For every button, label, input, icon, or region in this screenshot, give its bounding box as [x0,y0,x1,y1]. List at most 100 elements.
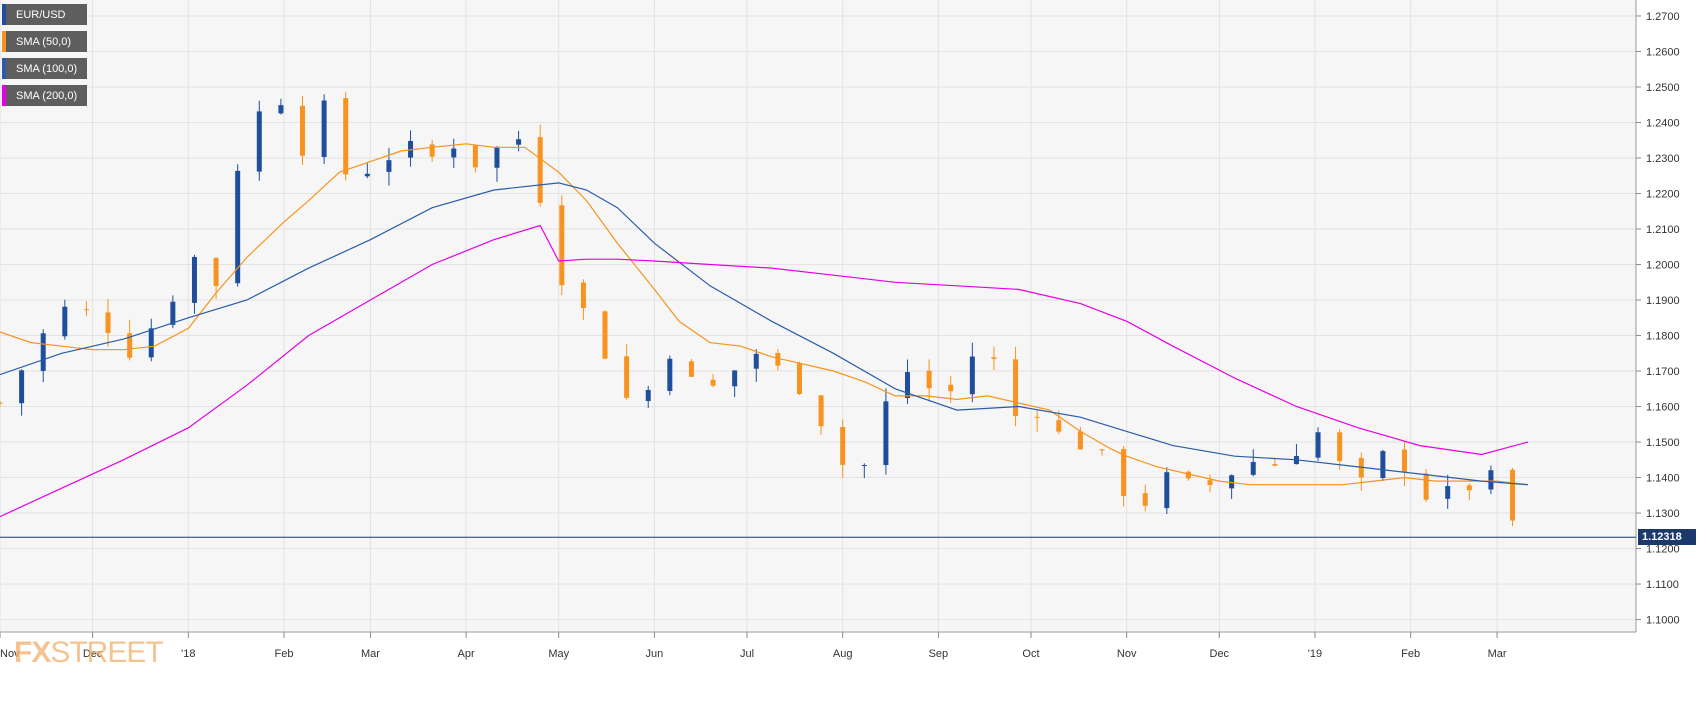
candle-body [688,361,694,377]
candle-body [386,160,392,172]
candle-body [1229,475,1235,489]
y-tick-label: 1.1900 [1646,295,1680,307]
candle-body [1488,470,1494,490]
x-tick-label: Feb [275,648,294,660]
candle-body [213,258,219,286]
candle-body [559,205,565,286]
plot-background [0,0,1636,632]
candle-body [883,401,889,466]
candle-body [1250,462,1256,475]
candle-body [278,105,284,114]
legend-swatch [2,58,6,79]
x-tick-label: Nov [1117,648,1137,660]
x-tick-label: May [548,648,569,660]
candle-body [1185,471,1191,479]
candle-body [343,98,349,175]
y-axis-background [1636,0,1707,712]
sma50-line [0,143,1529,486]
candle-body [170,301,176,325]
candle-body [105,312,111,333]
legend-item-sma200[interactable]: SMA (200,0) [2,85,88,106]
candle-body [1401,449,1407,473]
candle-body [1272,464,1278,466]
candle-body [300,105,306,156]
candle-body [1142,493,1148,506]
candle-body [775,352,781,366]
candle-body [472,145,478,168]
candle-body [753,353,759,369]
current-price-tag: 1.12318 [1638,529,1696,546]
candle-body [1099,449,1105,451]
x-tick-label: Apr [458,648,475,660]
candle-body [1423,473,1429,500]
x-tick-label: Oct [1022,648,1039,660]
candle-body [1164,472,1170,509]
candle-body [861,465,867,467]
candle-body [1121,449,1127,497]
fxstreet-logo: FXSTREET [14,636,164,670]
candle-body [83,309,89,311]
candle-body [1337,432,1343,462]
candle-body [840,427,846,465]
candle-body [148,328,154,358]
x-tick-label: Jul [740,648,754,660]
candle-body [19,370,25,404]
legend-label: EUR/USD [16,8,66,21]
legend-item-eurusd[interactable]: EUR/USD [2,4,88,25]
candle-body [429,144,435,157]
y-tick-label: 1.1000 [1646,615,1680,627]
y-tick-label: 1.2600 [1646,46,1680,58]
y-tick-label: 1.2500 [1646,82,1680,94]
candle-body [1077,431,1083,450]
candle-body [602,311,608,359]
candle-body [796,362,802,394]
x-tick-label: Nov [0,648,20,660]
candle-body [40,333,46,371]
y-tick-label: 1.2400 [1646,117,1680,129]
x-tick-label: Mar [1488,648,1507,660]
x-tick-label: Dec [1210,648,1230,660]
x-tick-label: Feb [1401,648,1420,660]
x-axis-background [0,632,1636,712]
y-tick-label: 1.1400 [1646,473,1680,485]
legend-label: SMA (50,0) [16,35,72,48]
legend-label: SMA (200,0) [16,89,78,102]
legend-item-sma50[interactable]: SMA (50,0) [2,31,88,52]
candle-body [710,379,716,386]
candle-body [0,402,3,404]
y-tick-label: 1.2200 [1646,189,1680,201]
candle-body [256,111,262,172]
y-tick-label: 1.1200 [1646,544,1680,556]
candle-body [969,356,975,395]
candle-body [818,395,824,427]
x-tick-label: Mar [361,648,380,660]
sma200-line [0,224,1529,518]
candle-body [1466,485,1472,491]
candle-body [321,100,327,157]
legend-swatch [2,31,6,52]
x-tick-label: '18 [181,648,195,660]
y-tick-label: 1.1600 [1646,402,1680,414]
candle-body [364,173,370,177]
candle-body [494,147,500,168]
candle-body [1380,451,1386,479]
legend-item-sma100[interactable]: SMA (100,0) [2,58,88,79]
candle-body [645,389,651,401]
candle-body [1056,420,1062,432]
y-tick-label: 1.1700 [1646,366,1680,378]
x-tick-label: '19 [1308,648,1322,660]
candle-body [537,137,543,203]
candle-body [451,148,457,158]
legend-swatch [2,85,6,106]
legend-swatch [2,4,6,25]
candle-body [1207,480,1213,486]
candle-body [1315,432,1321,458]
logo-prefix: FX [14,636,51,669]
sma100-line [0,182,1529,486]
candle-body [905,372,911,399]
y-tick-label: 1.2000 [1646,260,1680,272]
y-tick-label: 1.1300 [1646,508,1680,520]
candle-body [948,384,954,392]
